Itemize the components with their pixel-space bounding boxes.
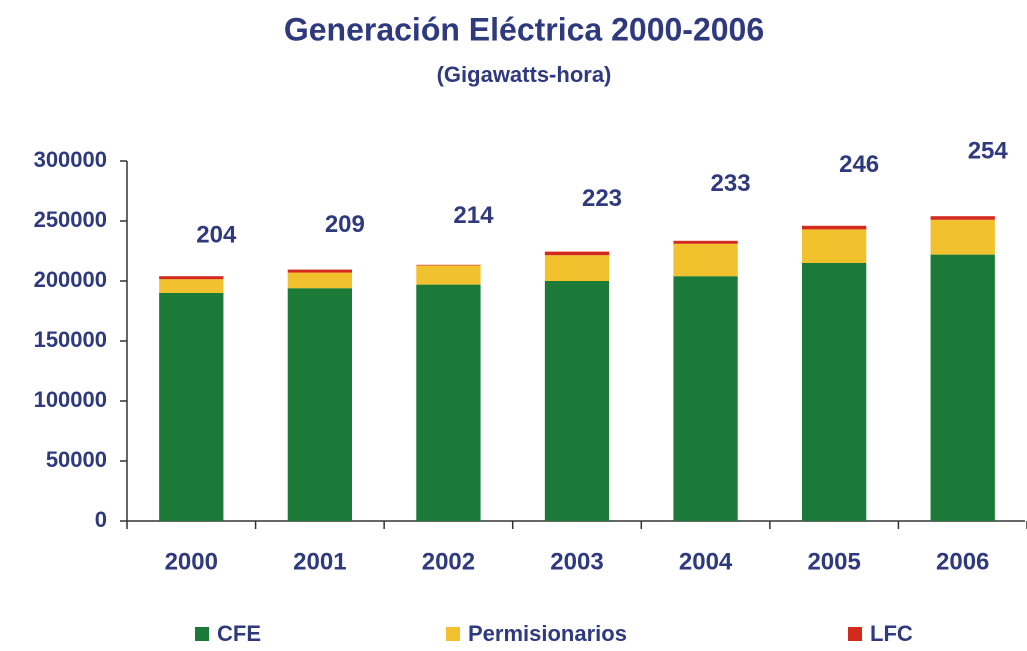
bar-segment — [802, 225, 867, 230]
bar-segment — [159, 279, 224, 293]
y-tick-label: 150000 — [34, 327, 107, 352]
bar-segment — [287, 272, 352, 289]
y-tick-label: 250000 — [34, 207, 107, 232]
bar-segment — [930, 254, 995, 521]
bar-segment — [416, 284, 481, 521]
bar-segment — [673, 243, 738, 277]
total-label: 233 — [711, 170, 751, 197]
bar-segment — [159, 276, 224, 280]
y-tick-label: 50000 — [46, 447, 107, 472]
total-label: 223 — [582, 185, 622, 212]
x-tick-label: 2004 — [679, 548, 733, 575]
total-label: 204 — [196, 222, 237, 249]
bar-segment — [544, 251, 610, 256]
bar-segment — [287, 288, 352, 521]
y-tick-label: 100000 — [34, 387, 107, 412]
bar-segment — [159, 293, 224, 521]
bar-segment — [802, 229, 867, 263]
legend-label: CFE — [217, 621, 261, 646]
bar-segment — [930, 219, 995, 255]
x-tick-label: 2003 — [550, 548, 603, 575]
total-label: 246 — [839, 151, 879, 178]
y-tick-label: 0 — [95, 507, 107, 532]
x-tick-label: 2000 — [165, 548, 218, 575]
legend-swatch — [848, 627, 862, 641]
legend-swatch — [446, 627, 460, 641]
x-tick-label: 2002 — [422, 548, 475, 575]
bar-segment — [287, 269, 352, 273]
bar-segment — [802, 263, 867, 521]
x-tick-label: 2006 — [936, 548, 989, 575]
legend-swatch — [195, 627, 209, 641]
x-tick-label: 2005 — [807, 548, 860, 575]
chart-title: Generación Eléctrica 2000-2006 — [284, 11, 764, 47]
bar-segment — [673, 240, 738, 244]
bar-segment — [673, 276, 738, 521]
legend-label: LFC — [870, 621, 913, 646]
bar-segment — [416, 265, 481, 285]
total-label: 214 — [453, 202, 494, 229]
bar-segment — [416, 264, 481, 266]
x-tick-label: 2001 — [293, 548, 346, 575]
bar-segment — [930, 216, 995, 220]
bar-segment — [544, 281, 610, 521]
y-tick-label: 300000 — [34, 147, 107, 172]
total-label: 209 — [325, 211, 365, 238]
bar-segment — [544, 255, 610, 281]
y-tick-label: 200000 — [34, 267, 107, 292]
legend-label: Permisionarios — [468, 621, 627, 646]
total-label: 254 — [968, 138, 1009, 165]
chart-subtitle: (Gigawatts-hora) — [437, 62, 612, 87]
